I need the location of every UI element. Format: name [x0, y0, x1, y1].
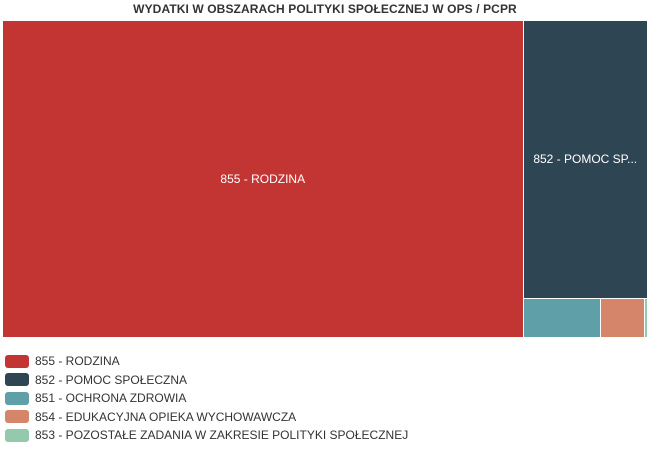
- treemap: 855 - RODZINA 852 - POMOC SP...: [3, 21, 648, 338]
- legend-label: 855 - RODZINA: [35, 354, 120, 369]
- legend-item-855[interactable]: 855 - RODZINA: [5, 352, 408, 371]
- legend-swatch: [5, 428, 29, 442]
- treemap-tile[interactable]: [645, 298, 648, 338]
- legend: 855 - RODZINA 852 - POMOC SPOŁECZNA 851 …: [5, 352, 408, 445]
- legend-item-853[interactable]: 853 - POZOSTAŁE ZADANIA W ZAKRESIE POLIT…: [5, 426, 408, 445]
- legend-label: 851 - OCHRONA ZDROWIA: [35, 391, 187, 406]
- legend-label: 852 - POMOC SPOŁECZNA: [35, 372, 188, 387]
- legend-swatch: [5, 410, 29, 424]
- legend-swatch: [5, 373, 29, 387]
- legend-item-852[interactable]: 852 - POMOC SPOŁECZNA: [5, 371, 408, 390]
- legend-swatch: [5, 354, 29, 368]
- treemap-tile[interactable]: [523, 298, 602, 338]
- legend-label: 854 - EDUKACYJNA OPIEKA WYCHOWAWCZA: [35, 409, 297, 424]
- chart-title: WYDATKI W OBSZARACH POLITYKI SPOŁECZNEJ …: [133, 2, 517, 16]
- treemap-tile[interactable]: [601, 298, 646, 338]
- legend-swatch: [5, 391, 29, 405]
- legend-label: 853 - POZOSTAŁE ZADANIA W ZAKRESIE POLIT…: [35, 428, 409, 443]
- legend-item-851[interactable]: 851 - OCHRONA ZDROWIA: [5, 389, 408, 408]
- treemap-tile-label: 855 - RODZINA: [220, 172, 306, 186]
- treemap-tile[interactable]: 855 - RODZINA: [3, 21, 524, 338]
- legend-item-854[interactable]: 854 - EDUKACYJNA OPIEKA WYCHOWAWCZA: [5, 408, 408, 427]
- treemap-tile-label: 852 - POMOC SP...: [533, 152, 638, 167]
- treemap-tile[interactable]: 852 - POMOC SP...: [523, 21, 648, 299]
